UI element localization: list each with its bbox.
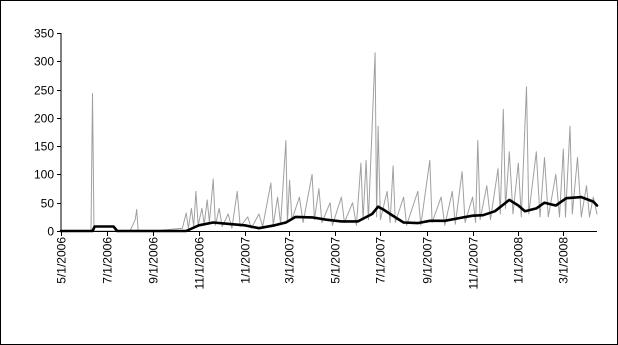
x-tick-label: 5/1/2007 [329,237,343,284]
x-tick-label: 7/1/2006 [101,237,115,284]
y-tick-label: 350 [34,27,54,41]
x-tick-label: 5/1/2006 [55,237,69,284]
x-tick-label: 1/1/2007 [239,237,253,284]
y-tick-label: 300 [34,55,54,69]
x-tick-label: 3/1/2008 [557,237,571,284]
x-tick-label: 9/1/2006 [147,237,161,284]
y-tick-label: 250 [34,84,54,98]
y-tick-label: 0 [47,225,54,239]
x-tick-label: 9/1/2007 [421,237,435,284]
moving-average-line [61,197,597,231]
y-tick-label: 100 [34,168,54,182]
y-tick-label: 200 [34,112,54,126]
x-tick-label: 1/1/2008 [512,237,526,284]
y-tick-label: 150 [34,140,54,154]
y-tick-label: 50 [41,197,55,211]
x-tick-label: 11/1/2007 [467,237,481,290]
x-tick-label: 7/1/2007 [374,237,388,284]
x-tick-label: 11/1/2006 [193,237,207,290]
x-tick-label: 3/1/2007 [283,237,297,284]
